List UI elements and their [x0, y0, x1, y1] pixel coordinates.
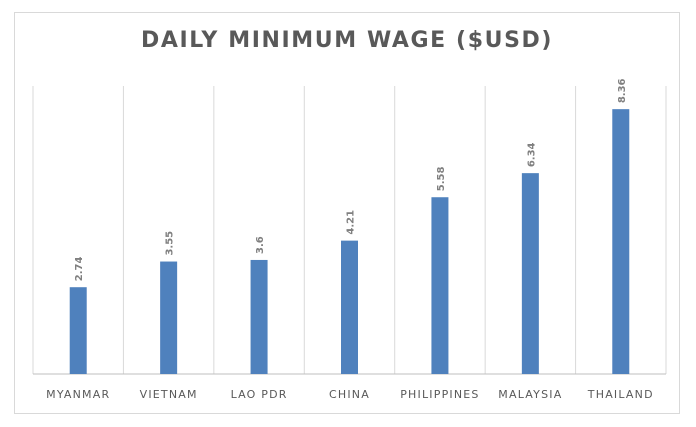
bar-malaysia: [521, 173, 539, 374]
data-label: 3.6: [255, 236, 266, 254]
bar-thailand: [612, 109, 630, 374]
data-label: 6.34: [526, 142, 537, 167]
category-label: VIETNAM: [140, 388, 198, 401]
category-label: MALAYSIA: [498, 388, 562, 401]
category-label: LAO PDR: [231, 388, 288, 401]
bar-vietnam: [160, 261, 178, 374]
category-label: THAILAND: [587, 388, 654, 401]
data-label: 2.74: [74, 256, 85, 281]
data-label: 4.21: [346, 210, 357, 235]
chart-title: DAILY MINIMUM WAGE ($USD): [140, 28, 554, 53]
category-label: MYANMAR: [46, 388, 110, 401]
bar-philippines: [431, 197, 449, 374]
category-label: CHINA: [329, 388, 370, 401]
data-label: 5.58: [436, 167, 447, 192]
bar-china: [341, 240, 358, 374]
bar-lao-pdr: [250, 259, 268, 374]
category-label: PHILIPPINES: [400, 388, 479, 401]
data-label: 3.55: [165, 231, 176, 256]
bar-myanmar: [69, 287, 87, 374]
data-label: 8.36: [617, 78, 628, 103]
